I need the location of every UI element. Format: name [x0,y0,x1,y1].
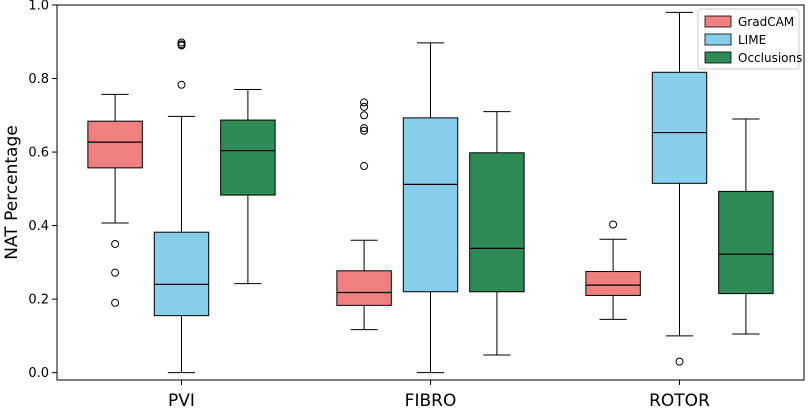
box-gradcam-fibro [336,98,392,331]
iqr-box [87,120,143,169]
legend: GradCAM LIME Occlusions [697,8,802,70]
legend-label-lime: LIME [738,33,766,47]
x-tick-label-rotor: ROTOR [649,391,710,411]
outlier-point [360,162,369,171]
legend-swatch-occlusions [704,51,732,64]
y-axis: 0.0 0.2 0.4 0.6 0.8 1.0 [28,0,57,381]
y-axis-label: NAT Percentage [2,125,22,259]
y-tick-label: 0.6 [28,146,49,161]
y-tick-label: 0.2 [28,293,49,308]
legend-label-occlusions: Occlusions [738,51,802,65]
legend-swatch-gradcam [704,15,732,28]
x-tick-label-fibro: FIBRO [405,391,457,411]
outlier-point [675,357,684,366]
outlier-point [111,239,120,248]
y-tick-label: 0.0 [28,366,49,381]
iqr-box [402,117,459,293]
outlier-point [111,268,120,277]
iqr-box [220,119,276,196]
outlier-point [360,126,369,135]
outlier-point [111,298,120,307]
y-tick-label: 0.8 [28,72,49,87]
outlier-point [360,124,369,133]
box-lime-rotor [651,11,708,366]
box-occlusions-rotor [718,118,774,335]
iqr-box [336,270,392,306]
x-tick-label-pvi: PVI [168,391,195,411]
iqr-box [469,152,525,293]
box-occlusions-fibro [469,111,525,356]
y-tick-label: 0.4 [28,219,49,234]
iqr-box [718,190,774,295]
iqr-box [153,231,210,317]
iqr-box [651,71,708,184]
legend-swatch-lime [704,33,732,46]
outlier-point [177,80,186,89]
box-gradcam-pvi [87,93,143,307]
outlier-point [360,102,369,111]
box-lime-pvi [153,38,210,374]
boxes-layer [87,11,774,374]
iqr-box [585,271,641,296]
box-lime-fibro [402,42,459,374]
outlier-point [360,98,369,107]
legend-label-gradcam: GradCAM [738,15,794,29]
box-occlusions-pvi [220,89,276,285]
outlier-point [177,41,186,50]
y-tick-label: 1.0 [28,0,49,14]
x-axis: PVI FIBRO ROTOR [168,380,710,411]
outlier-point [609,220,618,229]
outlier-point [360,111,369,120]
box-gradcam-rotor [585,220,641,320]
